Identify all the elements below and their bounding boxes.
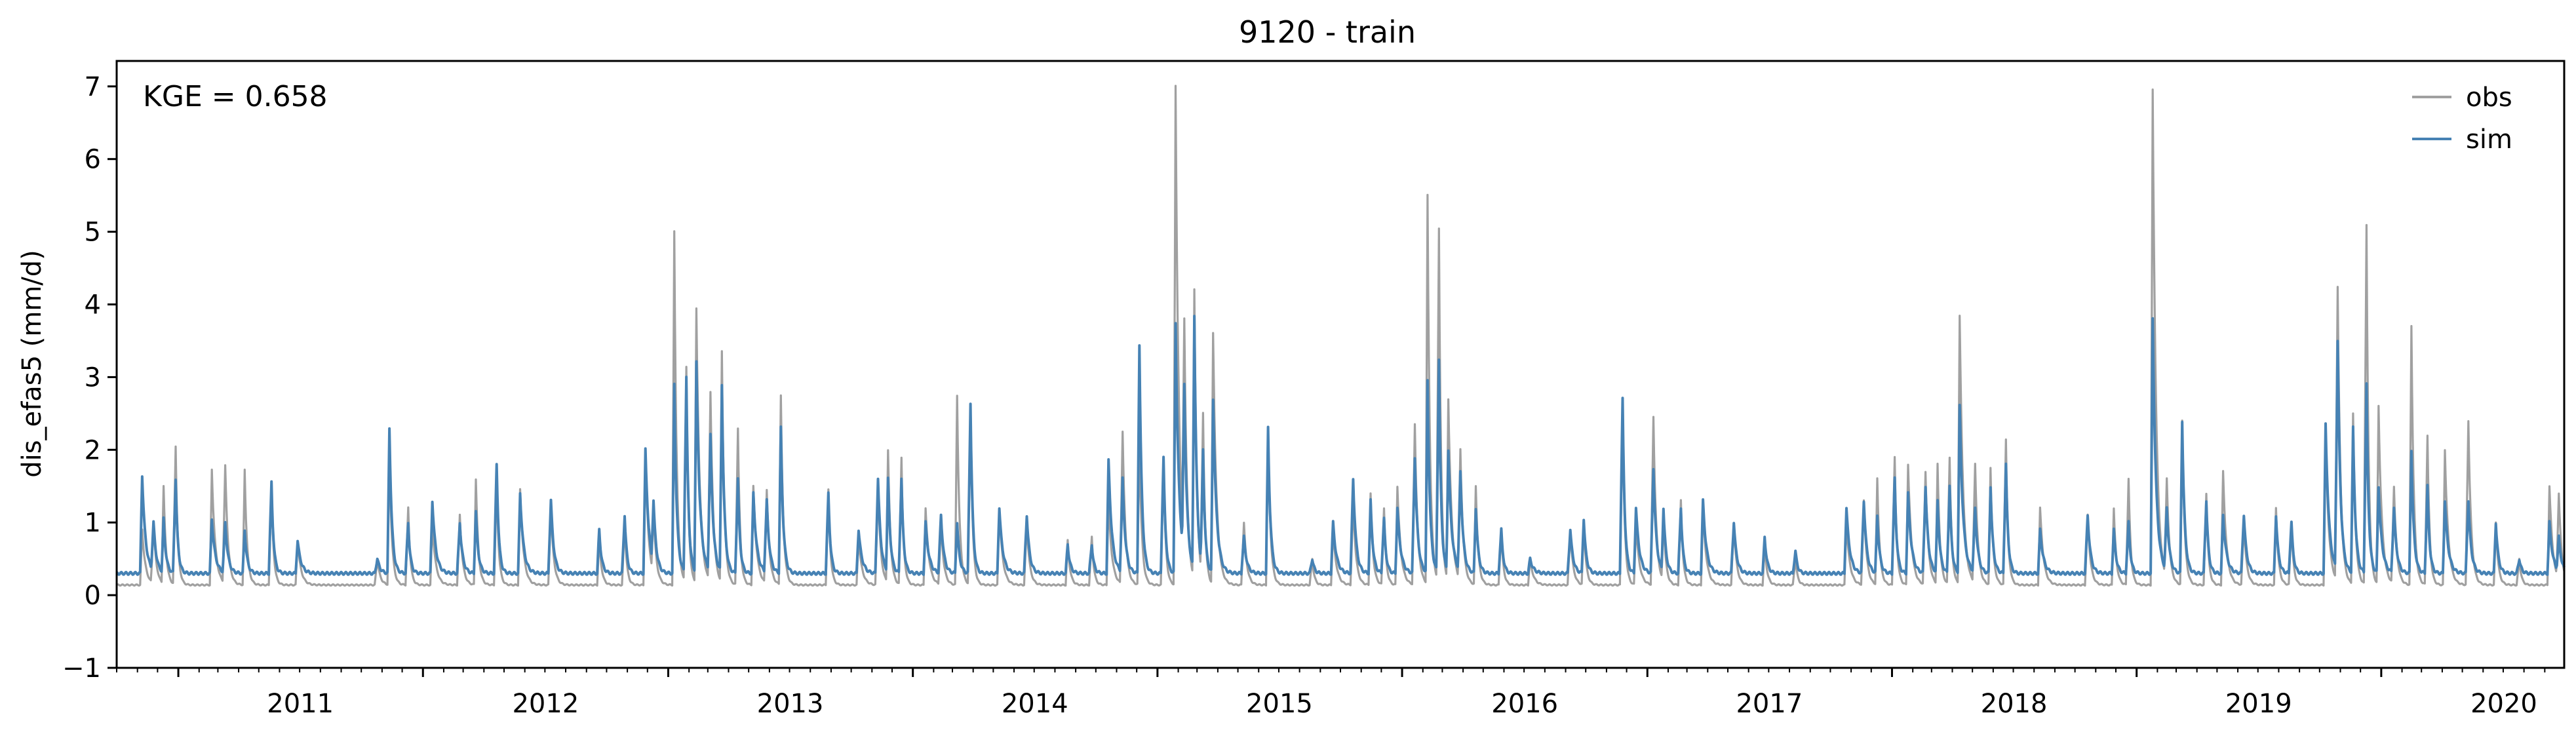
y-tick-label: 0 [85, 581, 101, 611]
x-tick-label: 2012 [512, 689, 579, 719]
plot-frame [115, 60, 2566, 669]
x-tick-label: 2011 [267, 689, 334, 719]
legend-label-sim: sim [2466, 125, 2512, 155]
x-tick-label: 2019 [2225, 689, 2292, 719]
y-axis-label: dis_efas5 (mm/d) [17, 250, 47, 478]
x-axis: 2011 2012 2013 2014 2015 2016 2017 2018 2019 2020 [116, 668, 2546, 719]
x-tick-label: 2020 [2470, 689, 2537, 719]
legend-label-obs: obs [2466, 83, 2512, 113]
x-tick-label: 2016 [1491, 689, 1558, 719]
chart-title: 9120 - train [1239, 14, 1416, 50]
y-tick-label: 2 [85, 435, 101, 465]
series-line-sim [115, 315, 2566, 576]
x-tick-label: 2015 [1246, 689, 1313, 719]
y-tick-label: 1 [85, 508, 101, 538]
legend: obs sim [2412, 83, 2512, 155]
y-axis: −1 0 1 2 3 4 5 6 7 [62, 72, 117, 684]
kge-annotation: KGE = 0.658 [143, 80, 328, 113]
y-tick-label: 7 [85, 72, 101, 102]
y-tick-label: 4 [85, 290, 101, 320]
y-tick-label: 3 [85, 362, 101, 393]
y-tick-label: 5 [85, 218, 101, 248]
series-layer [115, 85, 2566, 587]
x-tick-label: 2017 [1736, 689, 1803, 719]
y-tick-label: −1 [62, 653, 101, 684]
x-tick-label: 2013 [757, 689, 824, 719]
x-tick-label: 2014 [1002, 689, 1068, 719]
y-tick-label: 6 [85, 145, 101, 175]
x-tick-label: 2018 [1981, 689, 2048, 719]
